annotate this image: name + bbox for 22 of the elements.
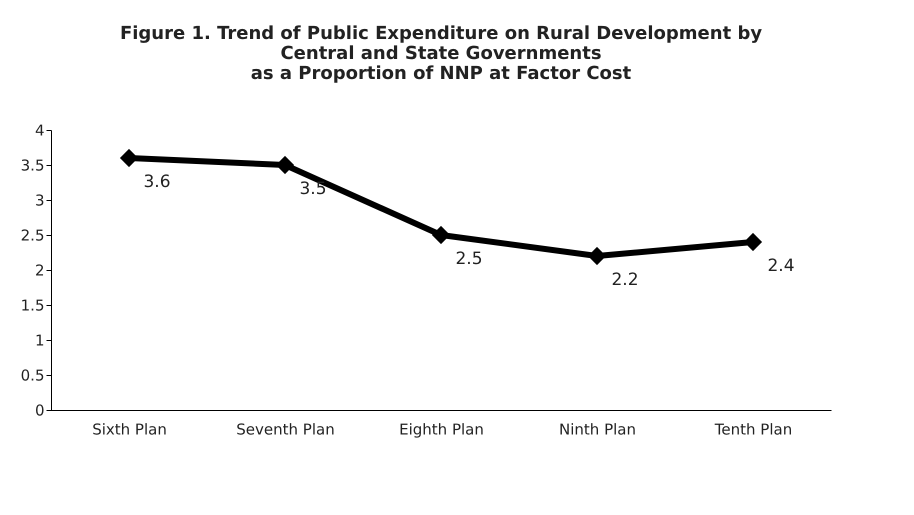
y-tick-label: 2.5 [20,226,44,244]
data-label: 2.5 [455,249,483,269]
y-tick-label: 0 [34,402,44,420]
y-tick-label: 4 [34,122,44,140]
x-tick-label: Sixth Plan [92,420,167,438]
y-tick-label: 1 [34,332,44,350]
x-tick-label: Ninth Plan [559,420,636,438]
y-tick-label: 1.5 [20,296,44,314]
y-tick-label: 0.5 [20,366,44,384]
x-tick-label: Eighth Plan [399,420,484,438]
x-tick-label: Tenth Plan [714,420,792,438]
text: Figure 1. Trend of Public Expenditure on Rural Development by [120,23,762,44]
data-label: 3.6 [143,172,171,192]
text: as a Proportion of NNP at Factor Cost [250,63,632,84]
x-tick-label: Seventh Plan [236,420,335,438]
data-label: 3.5 [299,179,327,199]
y-tick-label: 3 [34,192,44,210]
data-label: 2.2 [611,270,639,290]
y-tick-label: 3.5 [20,156,44,174]
text: Central and State Governments [280,43,602,64]
data-label: 2.4 [767,256,795,276]
y-tick-label: 2 [34,262,44,280]
